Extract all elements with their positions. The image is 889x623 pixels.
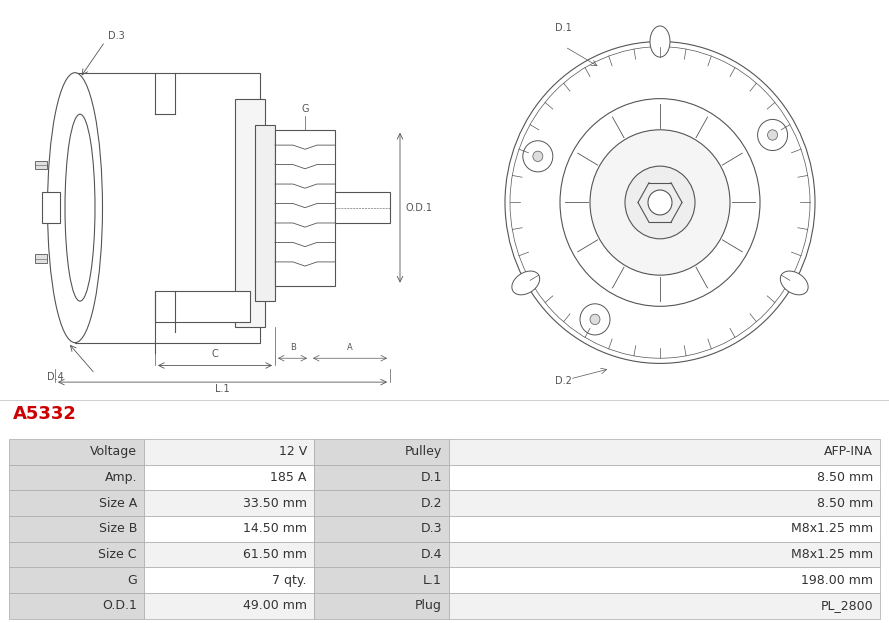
Bar bbox=[449, 465, 880, 490]
Bar bbox=[314, 541, 449, 568]
Ellipse shape bbox=[47, 73, 102, 343]
Bar bbox=[235, 98, 265, 327]
Bar bbox=[144, 593, 314, 619]
Text: 7 qty.: 7 qty. bbox=[272, 574, 307, 587]
Bar bbox=[35, 254, 47, 263]
Text: Plug: Plug bbox=[415, 599, 442, 612]
Text: L.1: L.1 bbox=[214, 384, 229, 394]
Text: B: B bbox=[290, 343, 296, 352]
Bar bbox=[449, 593, 880, 619]
Text: Size B: Size B bbox=[99, 522, 137, 535]
Text: G: G bbox=[127, 574, 137, 587]
Bar bbox=[449, 439, 880, 465]
Bar bbox=[144, 439, 314, 465]
Bar bbox=[144, 516, 314, 541]
Bar bbox=[9, 439, 144, 465]
Text: Size A: Size A bbox=[99, 497, 137, 510]
Circle shape bbox=[580, 304, 610, 335]
Bar bbox=[449, 568, 880, 593]
Circle shape bbox=[533, 151, 543, 161]
Ellipse shape bbox=[512, 271, 540, 295]
Text: 185 A: 185 A bbox=[270, 471, 307, 484]
Bar bbox=[9, 541, 144, 568]
Bar bbox=[42, 192, 60, 223]
Text: Size C: Size C bbox=[99, 548, 137, 561]
Text: A: A bbox=[347, 343, 353, 352]
Text: Voltage: Voltage bbox=[90, 445, 137, 459]
Ellipse shape bbox=[781, 271, 808, 295]
Bar bbox=[155, 291, 250, 322]
Bar bbox=[255, 125, 275, 301]
Bar bbox=[9, 593, 144, 619]
Circle shape bbox=[523, 141, 553, 172]
Bar bbox=[314, 593, 449, 619]
Text: 8.50 mm: 8.50 mm bbox=[817, 471, 873, 484]
Text: 198.00 mm: 198.00 mm bbox=[801, 574, 873, 587]
Text: O.D.1: O.D.1 bbox=[405, 202, 432, 212]
Bar bbox=[75, 73, 260, 343]
Bar bbox=[144, 490, 314, 516]
Text: D.1: D.1 bbox=[420, 471, 442, 484]
Bar bbox=[9, 465, 144, 490]
Bar bbox=[144, 568, 314, 593]
Text: 8.50 mm: 8.50 mm bbox=[817, 497, 873, 510]
Text: 33.50 mm: 33.50 mm bbox=[243, 497, 307, 510]
Bar bbox=[9, 516, 144, 541]
Text: D.3: D.3 bbox=[420, 522, 442, 535]
Circle shape bbox=[648, 190, 672, 215]
Ellipse shape bbox=[650, 26, 670, 57]
Bar bbox=[314, 516, 449, 541]
Text: C: C bbox=[212, 349, 219, 359]
Bar bbox=[314, 490, 449, 516]
Circle shape bbox=[767, 130, 778, 140]
Bar bbox=[144, 541, 314, 568]
Text: D.2: D.2 bbox=[555, 376, 572, 386]
Bar bbox=[449, 541, 880, 568]
Bar bbox=[35, 161, 47, 169]
Text: AFP-INA: AFP-INA bbox=[824, 445, 873, 459]
Circle shape bbox=[560, 98, 760, 307]
Text: L.1: L.1 bbox=[423, 574, 442, 587]
Text: D.4: D.4 bbox=[420, 548, 442, 561]
Text: 61.50 mm: 61.50 mm bbox=[243, 548, 307, 561]
Bar bbox=[449, 490, 880, 516]
Circle shape bbox=[757, 120, 788, 151]
Circle shape bbox=[505, 42, 815, 363]
Bar bbox=[275, 130, 335, 285]
Text: D.3: D.3 bbox=[108, 31, 124, 41]
Bar bbox=[335, 192, 390, 223]
Circle shape bbox=[625, 166, 695, 239]
Text: D.4: D.4 bbox=[46, 372, 63, 382]
Bar bbox=[314, 568, 449, 593]
Bar bbox=[449, 516, 880, 541]
Text: A5332: A5332 bbox=[13, 406, 77, 424]
Ellipse shape bbox=[65, 114, 95, 301]
Text: D.2: D.2 bbox=[420, 497, 442, 510]
Text: 49.00 mm: 49.00 mm bbox=[243, 599, 307, 612]
Text: G: G bbox=[301, 104, 308, 114]
Text: 12 V: 12 V bbox=[278, 445, 307, 459]
Bar bbox=[144, 465, 314, 490]
Text: PL_2800: PL_2800 bbox=[821, 599, 873, 612]
Circle shape bbox=[590, 314, 600, 325]
Text: O.D.1: O.D.1 bbox=[102, 599, 137, 612]
Text: M8x1.25 mm: M8x1.25 mm bbox=[791, 522, 873, 535]
Bar bbox=[314, 439, 449, 465]
Text: Pulley: Pulley bbox=[404, 445, 442, 459]
Text: M8x1.25 mm: M8x1.25 mm bbox=[791, 548, 873, 561]
Circle shape bbox=[590, 130, 730, 275]
Bar bbox=[9, 568, 144, 593]
Text: Amp.: Amp. bbox=[105, 471, 137, 484]
Bar bbox=[314, 465, 449, 490]
Text: 14.50 mm: 14.50 mm bbox=[243, 522, 307, 535]
Bar bbox=[9, 490, 144, 516]
Text: D.1: D.1 bbox=[555, 23, 572, 33]
